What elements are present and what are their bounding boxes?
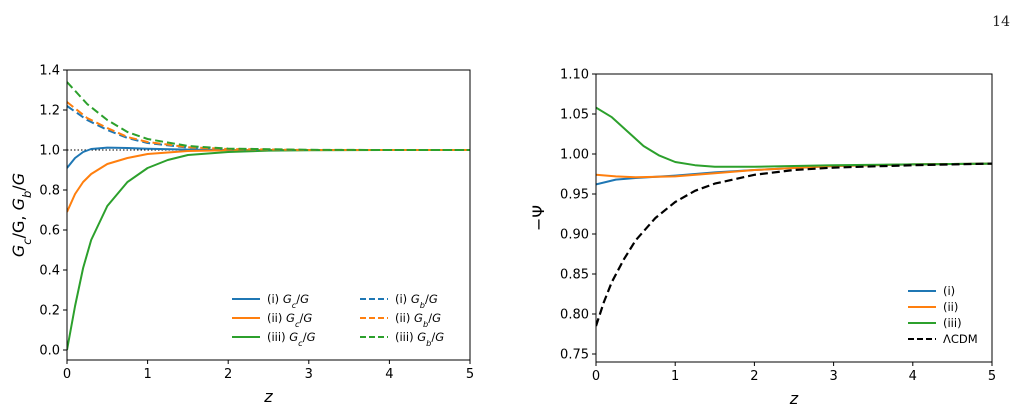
legend-label: (i) Gc/G	[267, 292, 309, 310]
legend-label: (iii) Gc/G	[267, 330, 316, 348]
y-tick-label: 0.80	[560, 308, 589, 323]
legend-label: ΛCDM	[943, 332, 978, 346]
legend-label: (iii)	[943, 316, 962, 330]
x-tick-label: 5	[466, 367, 474, 382]
series-line-3	[596, 106, 992, 168]
y-tick-label: 0.8	[39, 184, 60, 199]
series-line-4	[67, 105, 470, 151]
x-tick-label: 4	[385, 367, 393, 382]
series-group	[67, 81, 470, 351]
y-tick-label: 0.0	[39, 344, 60, 359]
plot-frame	[595, 73, 993, 363]
series-group	[596, 106, 992, 327]
y-tick-label: 1.05	[560, 108, 589, 123]
y-axis-label: Gc/G, Gb/G	[9, 173, 34, 257]
x-tick-label: 1	[671, 369, 679, 384]
y-tick-label: 1.10	[560, 68, 589, 83]
x-tick-label: 2	[750, 369, 758, 384]
left-panel-gc-gb: 0 1 2 3 4 5 0.0 0.2 0.4 0.6 0.8 1.0 1.2 1.4 z Gc/G, Gb/…	[9, 64, 474, 407]
x-tick-label: 3	[305, 367, 313, 382]
legend-label: (ii)	[943, 300, 958, 314]
y-tick-label: 0.4	[39, 264, 60, 279]
y-tick-label: 1.0	[39, 144, 60, 159]
y-axis-label: −Ψ	[529, 205, 548, 231]
x-tick-label: 5	[988, 369, 996, 384]
x-tick-label: 2	[224, 367, 232, 382]
legend: (i) (ii) (iii) ΛCDM	[908, 284, 978, 346]
y-tick-label: 0.6	[39, 224, 60, 239]
legend-label: (ii) Gb/G	[395, 311, 441, 329]
legend-label: (i)	[943, 284, 955, 298]
x-tick-label: 4	[909, 369, 917, 384]
plot-frame	[66, 69, 471, 361]
legend-label: (i) Gb/G	[395, 292, 438, 310]
legend-label: (ii) Gc/G	[267, 311, 312, 329]
x-axis-label: z	[789, 389, 799, 408]
y-tick-label: 1.00	[560, 148, 589, 163]
page-number: 14	[992, 14, 1010, 30]
series-line-4	[596, 162, 992, 327]
y-tick-label: 0.2	[39, 304, 60, 319]
legend-label: (iii) Gb/G	[395, 330, 444, 348]
y-tick-label: 0.95	[560, 188, 589, 203]
y-tick-label: 0.75	[560, 348, 589, 363]
y-tick-label: 1.2	[39, 104, 60, 119]
x-axis-label: z	[263, 387, 273, 406]
x-tick-label: 3	[829, 369, 837, 384]
y-tick-label: 0.85	[560, 268, 589, 283]
x-tick-label: 0	[592, 369, 600, 384]
series-line-5	[67, 101, 470, 151]
x-tick-label: 1	[143, 367, 151, 382]
y-tick-label: 1.4	[39, 64, 60, 79]
right-panel-psi: 0 1 2 3 4 5 0.75 0.80 0.85 0.90 0.95 1.00 1.05 1.10 z −…	[529, 68, 996, 409]
x-tick-label: 0	[63, 367, 71, 382]
series-line-6	[67, 81, 470, 151]
legend: (i) Gc/G(ii) Gc/G(iii) Gc/G (i) Gb/G(ii) …	[232, 292, 444, 348]
y-tick-label: 0.90	[560, 228, 589, 243]
